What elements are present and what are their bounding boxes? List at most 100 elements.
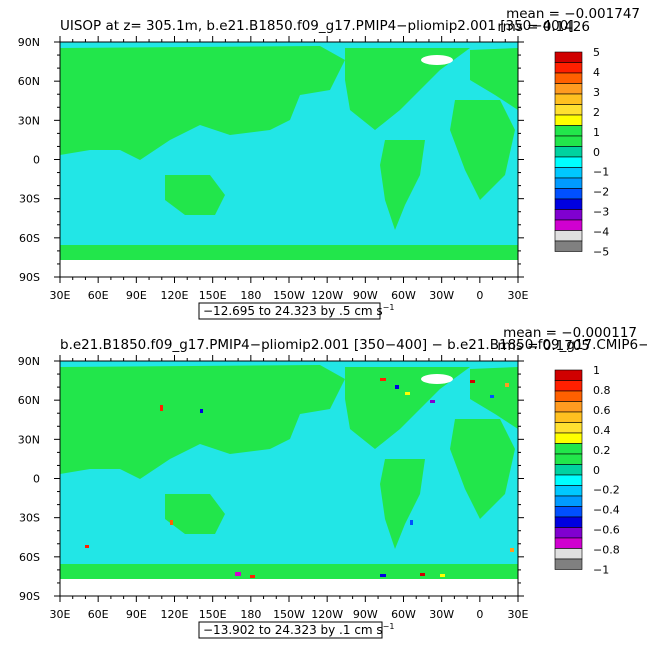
top-colorbar-label: −1 (593, 166, 609, 179)
top-lon-label: 150W (273, 289, 305, 302)
bottom-land-samerica (380, 459, 425, 549)
top-lon-label: 30E (50, 289, 71, 302)
bottom-colorbar-label: 0.2 (593, 444, 611, 457)
bottom-lon-label: 120W (311, 608, 343, 621)
top-colorbar-swatch (554, 146, 583, 158)
top-lon-label: 0 (476, 289, 483, 302)
top-missing-south (60, 260, 518, 277)
top-lat-label: 30S (19, 193, 40, 206)
bottom-lon-label: 90W (353, 608, 378, 621)
bottom-colorbar-swatch (554, 516, 583, 528)
top-lon-labels: 30E 60E 90E 120E 150E 180 150W 120W 90W 60W 30W 0 30… (50, 289, 529, 302)
top-lon-label: 90E (126, 289, 147, 302)
bottom-lat-label: 60N (18, 394, 40, 407)
top-land-namerica (345, 48, 470, 130)
bottom-lon-label: 90E (126, 608, 147, 621)
top-colorbar-swatch (554, 209, 583, 221)
bottom-colorbar-swatch (554, 474, 583, 486)
top-panel: UISOP at z= 305.1m, b.e21.B1850.f09_g17.… (18, 6, 640, 320)
bottom-colorbar-swatch (554, 443, 583, 455)
bottom-lat-label: 90N (18, 355, 40, 368)
bottom-colorbar-swatch (554, 432, 583, 444)
top-colorbar-swatch (554, 240, 583, 252)
bottom-range-box: −13.902 to 24.323 by .1 cm s−1 (198, 621, 394, 639)
top-colorbar-label: 3 (593, 86, 600, 99)
top-colorbar-label: −3 (593, 206, 609, 219)
top-colorbar-swatch (554, 104, 583, 116)
top-colorbar-label: 1 (593, 126, 600, 139)
bottom-ticks (54, 355, 524, 602)
top-colorbar-label: 0 (593, 146, 600, 159)
top-colorbar-swatch (554, 62, 583, 74)
top-colorbar-swatch (554, 114, 583, 126)
bottom-rms: rms = 0.1705 (497, 338, 590, 354)
bottom-lon-label: 0 (476, 608, 483, 621)
bottom-colorbar-label: −0.4 (593, 504, 620, 517)
bottom-land-namerica (345, 367, 470, 449)
bottom-lon-label: 30E (50, 608, 71, 621)
top-lat-label: 90N (18, 36, 40, 49)
top-lon-label: 30E (508, 289, 529, 302)
bottom-colorbar-swatch (554, 464, 583, 476)
bottom-panel: b.e21.B1850.f09_g17.PMIP4−pliomip2.001 [… (18, 325, 647, 639)
bottom-lon-label: 60W (391, 608, 416, 621)
bottom-colorbar: 1 0.8 0.6 0.4 0.2 0 −0.2 −0.4 −0.6 −0.8 −1 (554, 364, 620, 577)
bottom-colorbar-label: 0.8 (593, 384, 611, 397)
bottom-colorbar-swatch (554, 548, 583, 560)
top-mean: mean = −0.001747 (506, 6, 640, 22)
bottom-range-label: −13.902 to 24.323 by .1 cm s−1 (203, 622, 394, 637)
bottom-colorbar-swatch (554, 380, 583, 392)
bottom-colorbar-swatch (554, 411, 583, 423)
top-colorbar-swatch (554, 135, 583, 147)
bottom-missing-greenland (421, 374, 453, 384)
top-land-asia (60, 46, 345, 160)
bottom-lat-label: 60S (19, 551, 40, 564)
top-colorbar-swatch (554, 93, 583, 105)
top-lon-label: 60W (391, 289, 416, 302)
bottom-lon-label: 120E (161, 608, 189, 621)
bottom-colorbar-swatch (554, 558, 583, 570)
top-lon-label: 30W (429, 289, 454, 302)
bottom-colorbar-label: 0 (593, 464, 600, 477)
bottom-lon-label: 60E (88, 608, 109, 621)
bottom-colorbar-label: −1 (593, 564, 609, 577)
bottom-anomaly-speckles (85, 378, 514, 578)
top-colorbar-label: −2 (593, 186, 609, 199)
bottom-colorbar-label: −0.2 (593, 484, 620, 497)
top-map (59, 41, 519, 278)
bottom-colorbar-swatch (554, 495, 583, 507)
top-lat-label: 60N (18, 75, 40, 88)
top-colorbar-label: 4 (593, 66, 600, 79)
bottom-title: b.e21.B1850.f09_g17.PMIP4−pliomip2.001 [… (60, 337, 647, 353)
bottom-colorbar-swatch (554, 369, 583, 381)
top-colorbar-label: −5 (593, 246, 609, 259)
bottom-colorbar-label: −0.8 (593, 544, 620, 557)
top-colorbar-swatch (554, 198, 583, 210)
top-colorbar-swatch (554, 51, 583, 63)
bottom-colorbar-swatch (554, 422, 583, 434)
top-lon-label: 150E (199, 289, 227, 302)
bottom-land-antarctica (60, 564, 518, 579)
bottom-colorbar-swatch (554, 537, 583, 549)
top-lon-label: 120E (161, 289, 189, 302)
top-lat-label: 60S (19, 232, 40, 245)
bottom-lat-label: 90S (19, 590, 40, 603)
top-ticks (54, 36, 524, 283)
bottom-land-africa (450, 419, 515, 519)
bottom-lon-label: 180 (240, 608, 261, 621)
top-colorbar-swatch (554, 219, 583, 231)
bottom-colorbar-swatch (554, 390, 583, 402)
top-colorbar-swatch (554, 72, 583, 84)
top-colorbar-label: 2 (593, 106, 600, 119)
bottom-mean: mean = −0.000117 (503, 325, 637, 341)
top-lat-label: 0 (33, 154, 40, 167)
top-colorbar-swatch (554, 230, 583, 242)
top-colorbar-swatch (554, 156, 583, 168)
bottom-lon-label: 30W (429, 608, 454, 621)
bottom-lat-labels: 90N 60N 30N 0 30S 60S 90S (18, 355, 40, 603)
top-colorbar-swatch (554, 167, 583, 179)
bottom-colorbar-label: 0.6 (593, 404, 611, 417)
top-land-antarctica (60, 245, 518, 260)
bottom-land-asia (60, 365, 345, 479)
